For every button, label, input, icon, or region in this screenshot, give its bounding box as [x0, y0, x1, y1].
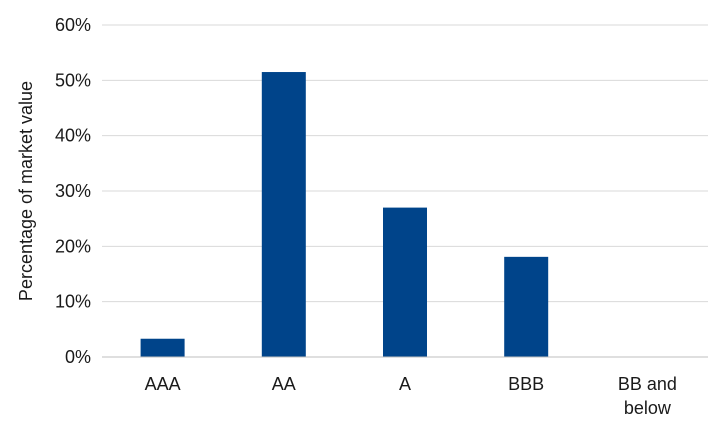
- y-tick-label: 10%: [55, 292, 91, 312]
- bar-a: [383, 207, 427, 357]
- x-category-label-line: BB and: [618, 374, 677, 394]
- x-category-label-line: BBB: [508, 374, 544, 394]
- axis-layer: 0%10%20%30%40%50%60%AAA AA A BBB BB and below: [55, 15, 708, 418]
- y-axis-label: Percentage of market value: [16, 81, 36, 301]
- x-category-label: A: [399, 374, 411, 394]
- x-category-label-line: A: [399, 374, 411, 394]
- y-tick-label: 60%: [55, 15, 91, 35]
- grid-layer: [102, 24, 708, 303]
- bar-aa: [261, 72, 306, 358]
- y-tick-label: 20%: [55, 236, 91, 256]
- x-category-label: AA: [272, 374, 296, 394]
- x-category-label-line: AA: [272, 374, 296, 394]
- bar-aaa: [140, 338, 185, 357]
- x-category-label: BBB: [508, 374, 544, 394]
- bar-bbb: [504, 256, 549, 357]
- x-category-label-line: AAA: [145, 374, 181, 394]
- x-category-label: AAA: [145, 374, 181, 394]
- y-tick-label: 30%: [55, 181, 91, 201]
- x-category-label: BB and below: [618, 374, 677, 418]
- bars-layer: [140, 72, 549, 358]
- y-tick-label: 40%: [55, 126, 91, 146]
- y-tick-label: 50%: [55, 70, 91, 90]
- x-category-label-line: below: [624, 398, 672, 418]
- y-tick-label: 0%: [65, 347, 91, 367]
